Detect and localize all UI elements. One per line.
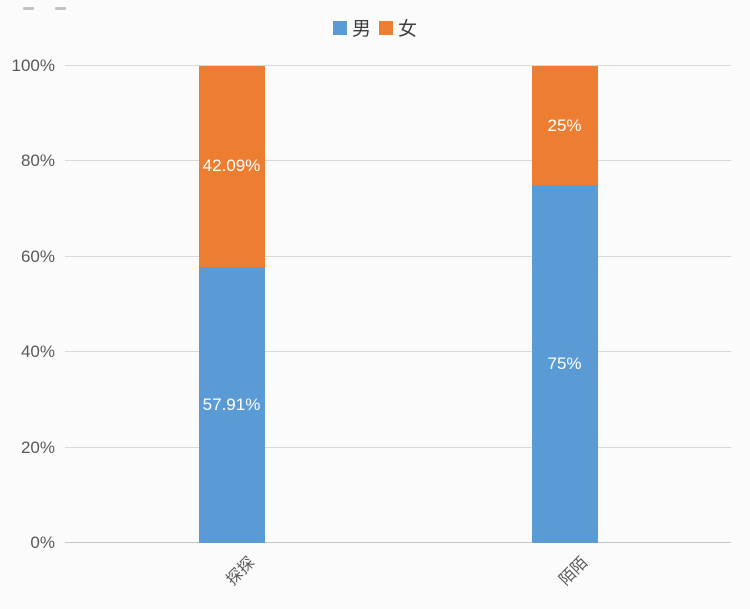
- category-slot-探探: 42.09% 57.91%: [65, 66, 398, 543]
- chart-legend: 男女: [0, 14, 750, 41]
- x-axis-category-label: 陌陌: [556, 554, 591, 589]
- legend-swatch-icon: [379, 20, 393, 35]
- legend-swatch-icon: [332, 20, 347, 35]
- gridline: [65, 351, 731, 353]
- bar-segment-探探-女: 42.09%: [198, 66, 265, 267]
- plot-area: 42.09% 57.91% 25% 75% 探探 陌陌: [65, 65, 731, 589]
- y-axis-tick-label: 0%: [30, 533, 55, 552]
- artifact-mark: [55, 7, 66, 10]
- bar-segment-label: 25%: [547, 115, 582, 135]
- x-axis-line: [65, 542, 731, 543]
- legend-item-女: 女: [379, 14, 417, 41]
- y-axis-tick-label: 60%: [20, 246, 55, 266]
- bars-container: 42.09% 57.91% 25% 75%: [65, 66, 731, 543]
- gridline: [65, 160, 731, 162]
- y-axis-tick-label: 40%: [20, 342, 55, 362]
- bar-segment-label: 57.91%: [202, 394, 261, 414]
- stacked-bar-陌陌: 25% 75%: [531, 66, 598, 543]
- y-axis-tick-label: 80%: [20, 151, 55, 171]
- x-axis-category-label: 探探: [223, 554, 258, 589]
- category-slot-陌陌: 25% 75%: [398, 66, 731, 543]
- bar-segment-label: 75%: [547, 354, 582, 374]
- legend-label: 男: [351, 19, 371, 40]
- bar-segment-陌陌-女: 25%: [531, 66, 598, 186]
- bar-segment-探探-男: 57.91%: [198, 266, 265, 543]
- artifact-mark: [23, 7, 34, 10]
- gridline: [65, 255, 731, 257]
- y-axis-tick-label: 20%: [20, 437, 55, 457]
- stacked-bar-探探: 42.09% 57.91%: [198, 66, 265, 543]
- y-axis-tick-label: 100%: [11, 56, 55, 75]
- gridline: [65, 446, 731, 448]
- bar-segment-label: 42.09%: [202, 156, 261, 176]
- legend-label: 女: [398, 19, 418, 40]
- gridline: [65, 65, 731, 66]
- legend-item-男: 男: [332, 14, 371, 41]
- bar-segment-陌陌-男: 75%: [531, 185, 598, 543]
